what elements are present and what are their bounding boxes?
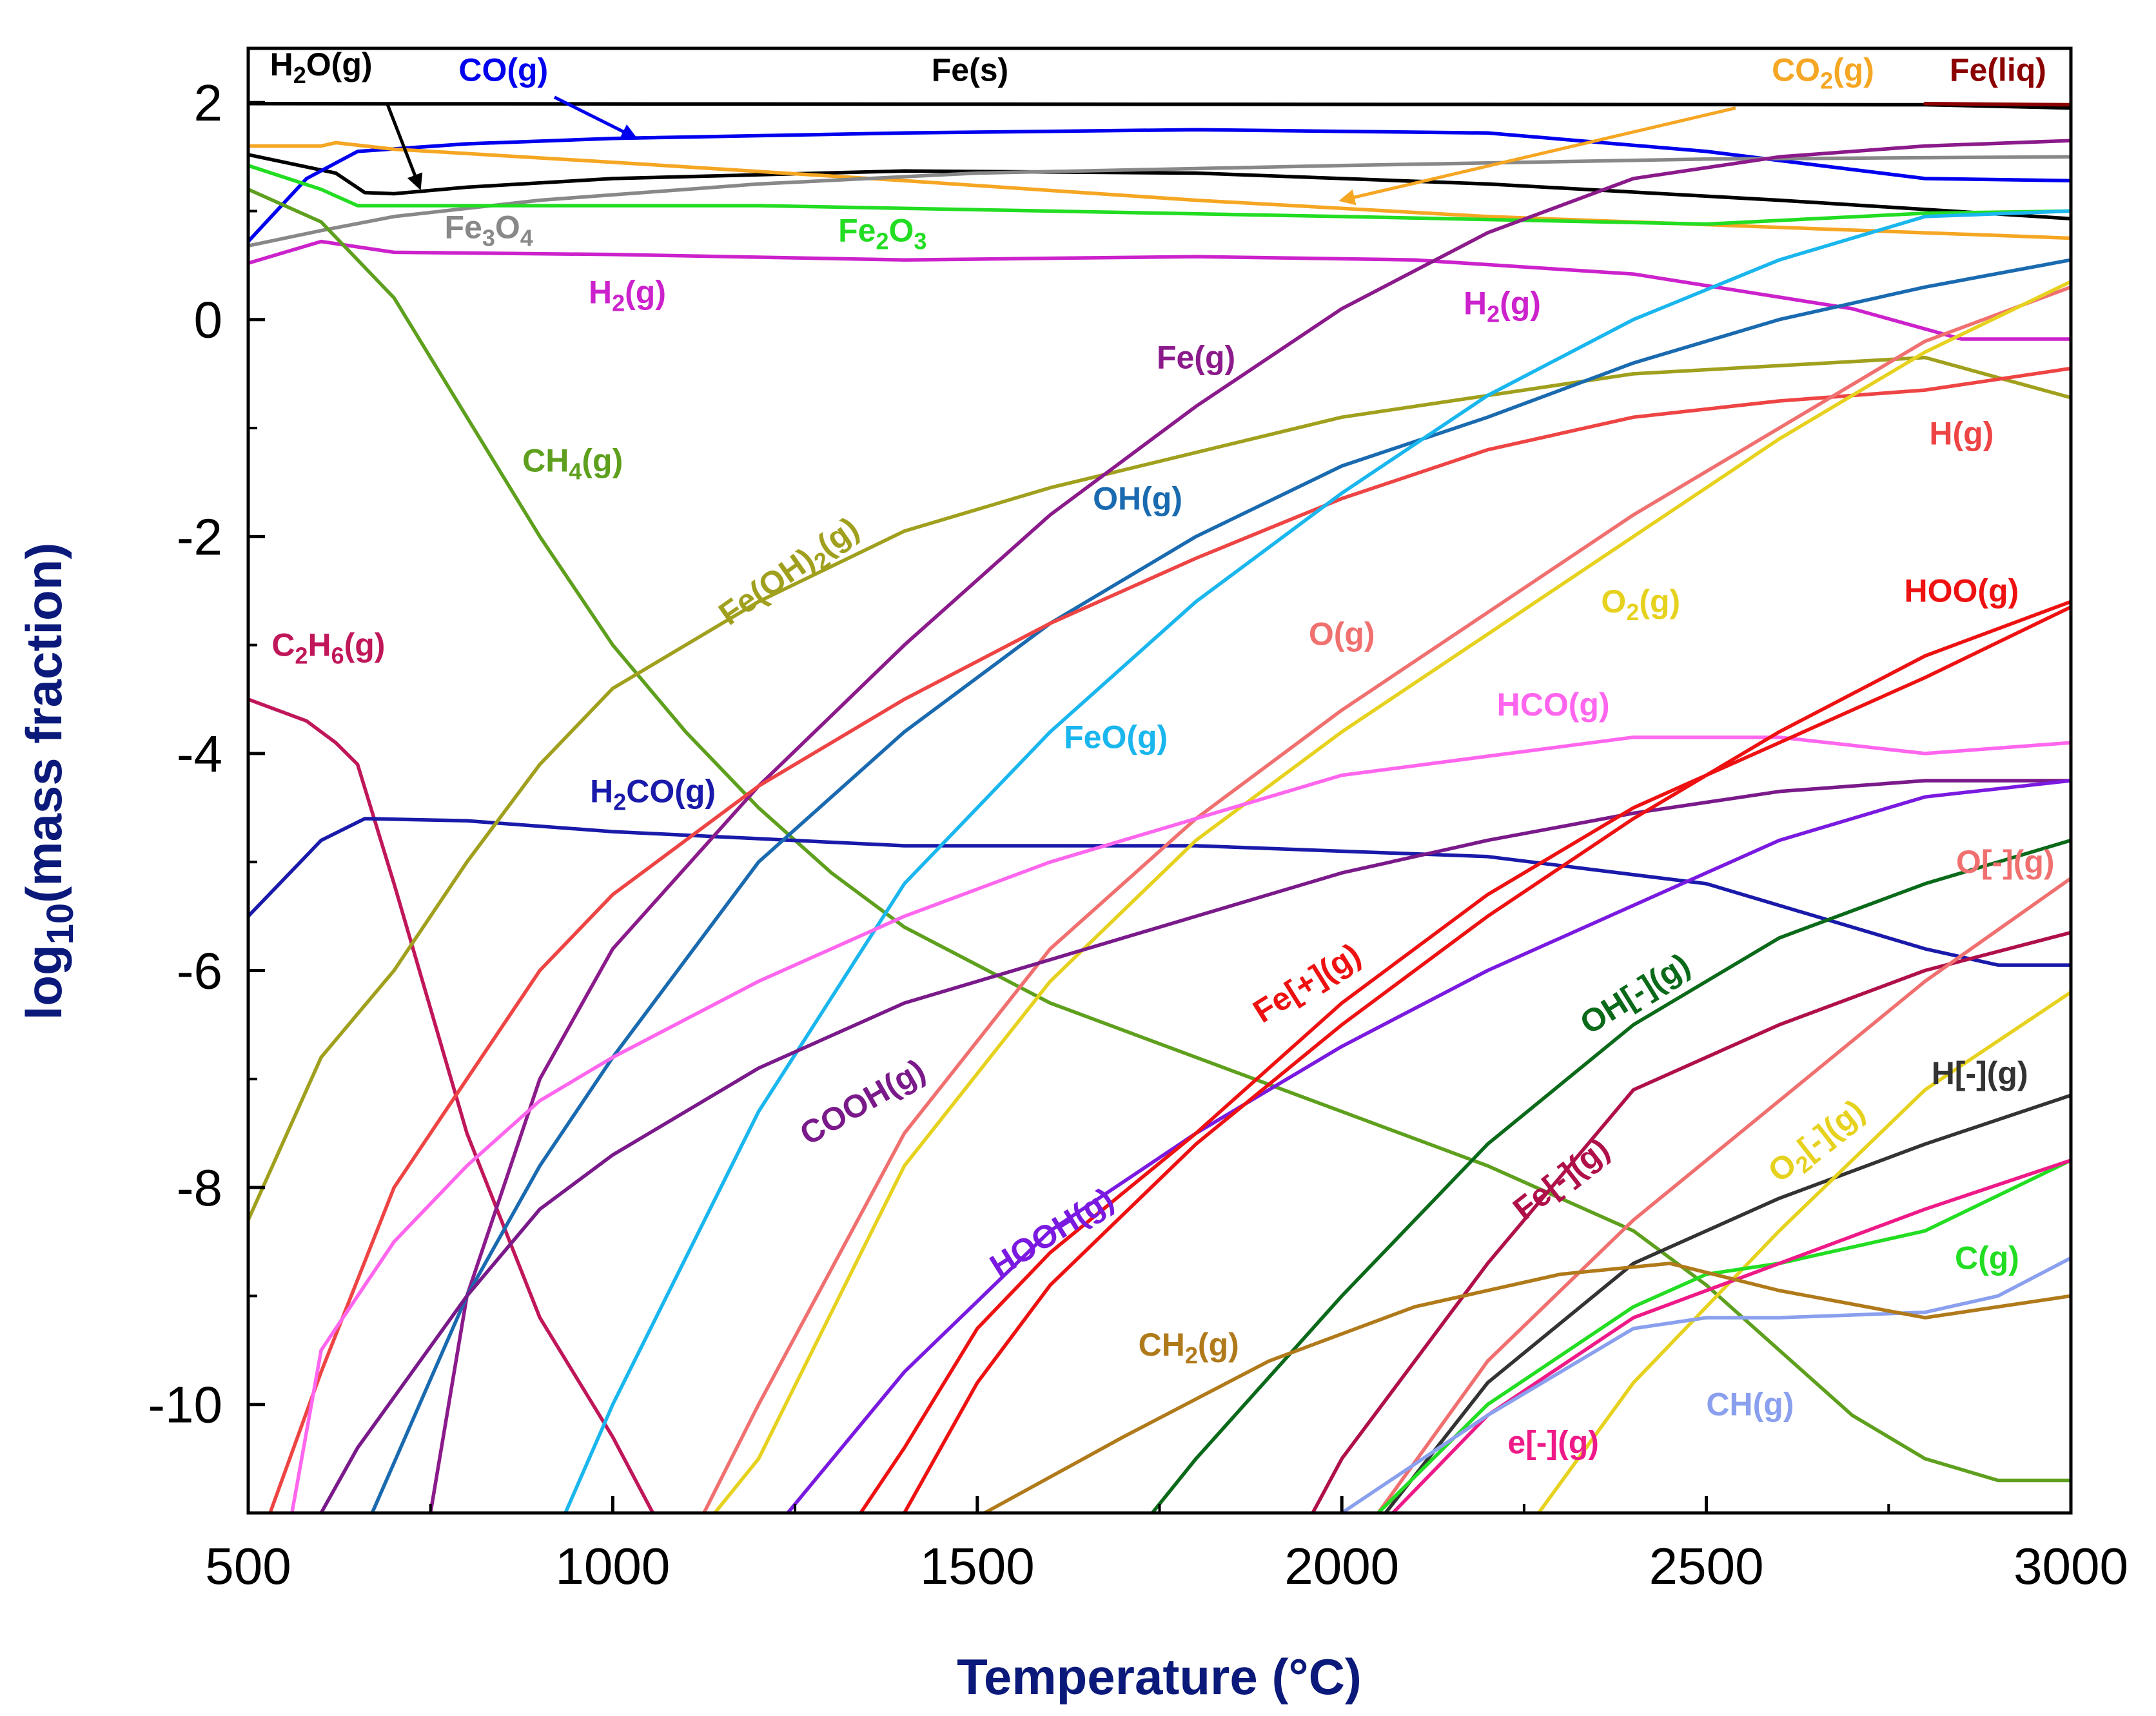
axis-ticks: 500 1000 1500 2000 2500 3000 -10 -8 -6 -4 -2 0 2 [148,74,2128,1595]
series-h-g [268,366,2071,1513]
y-tick-label: -10 [148,1376,222,1434]
series-fe-liq [1923,102,2071,107]
series-curves [248,102,2071,1513]
label-o2-g: O2(g) [1601,583,1680,625]
series-fe-g [428,139,2071,1513]
label-feo-g: FeO(g) [1064,719,1168,756]
label-c2h6-g: C2H6(g) [271,627,385,668]
y-tick-label: -4 [177,725,222,783]
series-ch2-g [983,1262,2071,1513]
label-h-g: H[-](g) [1932,1055,2028,1091]
y-tick-label: -2 [177,508,222,565]
y-tick-label: 0 [194,291,223,349]
series-h-g [1384,1093,2071,1513]
label-h-g: H(g) [1929,415,1994,451]
label-fe3o4: Fe3O4 [444,210,533,251]
label-h2co-g: H2CO(g) [590,774,716,815]
label-c-g: C(g) [1955,1240,2019,1276]
label-hco-g: HCO(g) [1497,687,1610,723]
label-h2-g: H2(g) [589,274,666,316]
series-fe-g [859,605,2071,1513]
label-o-g: O(g) [1309,616,1375,652]
label-ch-g: CH(g) [1706,1387,1794,1423]
series-oh-g [1150,838,2071,1513]
label-cooh-g: COOH(g) [794,1052,931,1152]
series-c2h6-g [248,697,655,1513]
label-fe-g: Fe(g) [1157,339,1235,375]
series-oh-g [370,258,2071,1513]
label-ch2-g: CH2(g) [1139,1327,1239,1369]
x-tick-label: 2000 [1284,1537,1399,1595]
label-hoo-g: HOO(g) [1905,572,2019,609]
label-fe2o3: Fe2O3 [838,213,926,255]
label-ch4-g: CH4(g) [522,442,623,484]
label-o2-g: O2[-](g) [1761,1093,1875,1194]
y-axis-title: log10(mass fraction) [15,543,81,1020]
series-fe-g [1311,930,2071,1513]
x-tick-label: 3000 [2014,1537,2128,1595]
series-e-g [1391,1158,2071,1513]
label-fe-liq: Fe(liq) [1950,52,2046,88]
label-fe-g: Fe[-](g) [1506,1131,1616,1227]
x-axis-title: Temperature (°C) [957,1648,1362,1705]
arrows [385,95,1736,206]
series-hooh-g [786,779,2071,1513]
arrow-co-g [553,95,638,139]
label-oh-g: OH[-](g) [1574,946,1696,1042]
series-h2-g [248,239,2071,341]
series-h2co-g [248,817,2071,967]
y-tick-label: -8 [177,1159,222,1216]
y-tick-label: -6 [177,942,222,1000]
series-o-g [1376,876,2071,1513]
y-tick-label: 2 [194,74,223,132]
series-ch4-g [248,188,2071,1483]
series-feo-g [564,209,2071,1513]
series-fe-s [248,102,2071,110]
label-h2-g: H2(g) [1464,285,1541,327]
x-tick-label: 500 [205,1537,291,1595]
series-hco-g [290,735,2071,1513]
series-cooh-g [319,779,2071,1513]
arrow-co2-g [1338,106,1736,206]
x-tick-label: 1500 [920,1537,1035,1595]
series-ch-g [1340,1256,2071,1513]
arrow-h2o-g [385,102,423,191]
label-fe-oh-2-g: Fe(OH)2(g) [712,510,869,637]
series-fe3o4 [248,155,2071,248]
label-co-g: CO(g) [458,52,548,88]
label-o-g: O[-](g) [1956,844,2055,880]
label-co2-g: CO2(g) [1772,52,1874,93]
label-hooh-g: HOOH(g) [984,1180,1120,1284]
label-fe-s: Fe(s) [932,52,1008,88]
label-oh-g: OH(g) [1093,480,1182,516]
label-e-g: e[-](g) [1507,1424,1599,1460]
series-fe2o3 [248,164,2071,226]
series-h2o-g [248,153,2071,220]
label-fe-g: Fe[+](g) [1247,936,1367,1029]
series-o2-g [712,280,2071,1513]
label-h2o-g: H2O(g) [270,46,373,88]
series-hoo-g [902,600,2071,1513]
series-o-g [702,285,2071,1513]
series-co-g [248,128,2071,244]
series-c-g [1376,1158,2071,1513]
x-tick-label: 2500 [1649,1537,1764,1595]
series-o2-g [1536,990,2071,1513]
x-tick-label: 1000 [555,1537,670,1595]
series-fe-oh-2-g [248,355,2071,1222]
